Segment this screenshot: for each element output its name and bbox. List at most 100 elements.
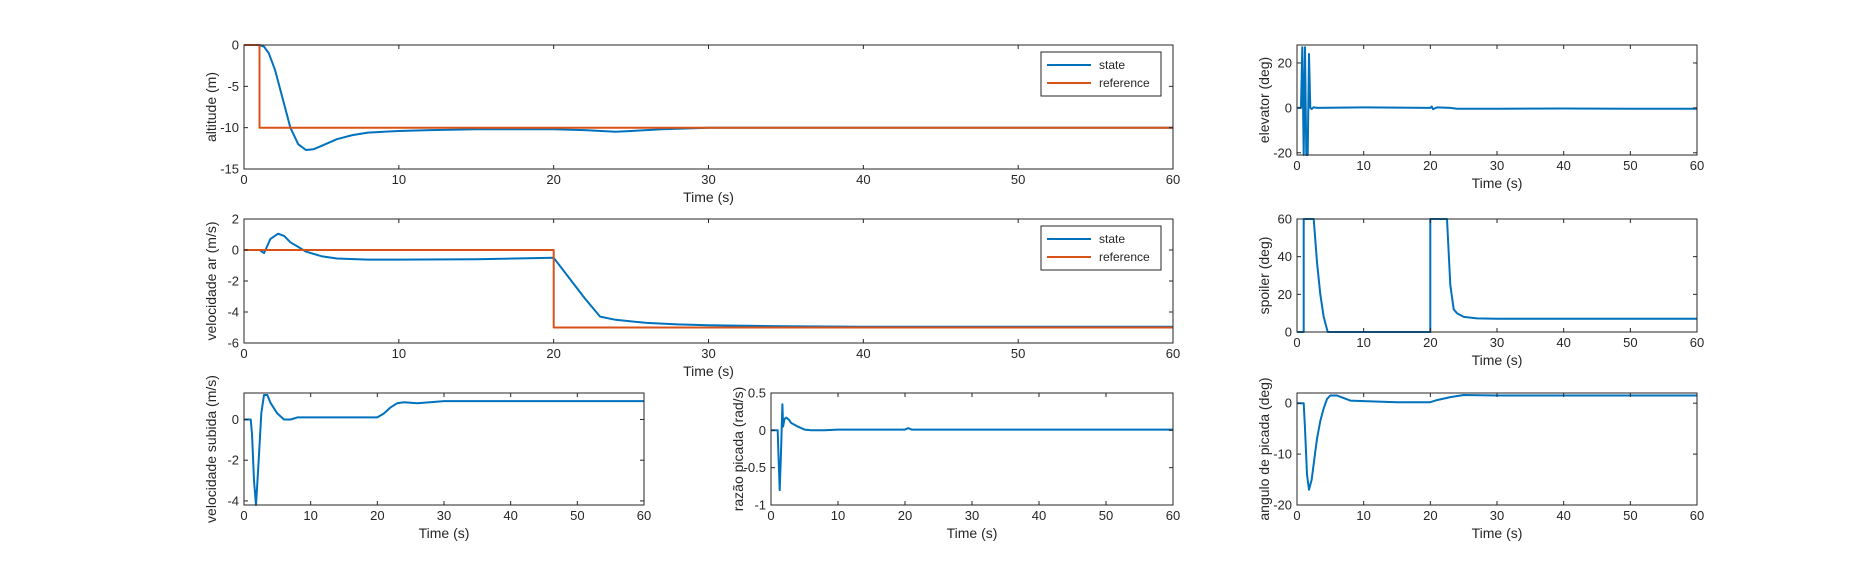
x-tick-label: 20: [370, 508, 384, 523]
series-group: [244, 394, 644, 506]
y-tick-label: 0: [1285, 325, 1292, 340]
x-tick-label: 10: [1356, 508, 1370, 523]
chart-pitchrate: 0 10 20 30 40 50 60 -1 -0.5 0 0.5 Time (s) razão pic…: [730, 386, 1180, 542]
legend-label-state: state: [1099, 232, 1125, 246]
x-axis-label: Time (s): [947, 525, 998, 541]
x-tick-label: 10: [831, 508, 845, 523]
x-tick-label: 50: [1623, 508, 1637, 523]
chart-climb: 0 10 20 30 40 50 60 -4 -2 0 Time (s) velocidade sub…: [203, 375, 651, 541]
plot-area: [1297, 45, 1697, 155]
y-axis-label: spoiler (deg): [1256, 237, 1272, 315]
x-tick-label: 20: [546, 346, 560, 361]
y-tick-label: 0: [1285, 100, 1292, 115]
x-tick-label: 0: [1293, 335, 1300, 350]
y-axis-label: razão picada (rad/s): [730, 387, 746, 512]
x-tick-label: 30: [1490, 508, 1504, 523]
y-tick-label: 0: [232, 243, 239, 258]
x-tick-label: 60: [1166, 172, 1180, 187]
chart-altitude: 0 10 20 30 40 50 60 -15 -10 -5 0 Time (s) altitude (…: [203, 38, 1180, 206]
x-tick-label: 10: [1356, 335, 1370, 350]
plot-area: [244, 393, 644, 505]
x-tick-label: 20: [1423, 158, 1437, 173]
x-tick-label: 0: [240, 172, 247, 187]
y-tick-label: -1: [754, 498, 766, 513]
x-tick-label: 20: [1423, 508, 1437, 523]
series-line-pitchrate: [771, 403, 1173, 492]
x-axis-label: Time (s): [1472, 525, 1523, 541]
x-tick-label: 10: [392, 346, 406, 361]
y-tick-label: -10: [1273, 447, 1292, 462]
x-tick-label: 50: [1623, 335, 1637, 350]
series-group: [771, 403, 1173, 492]
series-group: [1297, 46, 1697, 156]
plot-area: [244, 45, 1173, 169]
x-tick-label: 40: [856, 172, 870, 187]
y-tick-label: -10: [220, 120, 239, 135]
x-tick-label: 10: [392, 172, 406, 187]
legend-box: [1040, 225, 1162, 271]
series-group: [244, 232, 1173, 329]
y-tick-label: -20: [1273, 498, 1292, 513]
x-tick-label: 40: [1556, 158, 1570, 173]
legend-label-reference: reference: [1099, 76, 1150, 90]
series-group: [1297, 394, 1697, 491]
y-tick-label: -6: [227, 336, 239, 351]
x-tick-label: 20: [546, 172, 560, 187]
x-tick-label: 0: [767, 508, 774, 523]
x-tick-label: 40: [1556, 508, 1570, 523]
y-tick-label: -4: [227, 493, 239, 508]
series-line-state: [258, 232, 1173, 328]
y-axis-label: velocidade ar (m/s): [203, 221, 219, 340]
series-line-pitchangle: [1297, 394, 1697, 491]
series-line-elevator: [1297, 46, 1697, 156]
x-tick-label: 0: [1293, 158, 1300, 173]
y-axis-label: velocidade subida (m/s): [203, 375, 219, 523]
x-tick-label: 60: [1690, 508, 1704, 523]
x-tick-label: 50: [1011, 346, 1025, 361]
plot-area: [1297, 219, 1697, 332]
x-axis-label: Time (s): [683, 363, 734, 379]
x-tick-label: 20: [898, 508, 912, 523]
y-tick-label: 0: [1285, 396, 1292, 411]
legend: state reference: [1040, 225, 1162, 271]
y-tick-label: 60: [1278, 212, 1292, 227]
x-tick-label: 60: [1690, 158, 1704, 173]
x-tick-label: 30: [965, 508, 979, 523]
x-tick-label: 0: [240, 508, 247, 523]
x-tick-label: 60: [1166, 346, 1180, 361]
legend: state reference: [1040, 51, 1162, 97]
y-tick-label: -4: [227, 305, 239, 320]
y-tick-label: 20: [1278, 287, 1292, 302]
x-tick-label: 60: [1166, 508, 1180, 523]
x-axis-label: Time (s): [683, 189, 734, 205]
chart-airspeed: 0 10 20 30 40 50 60 -6 -4 -2 0 2 Time (s) velocidade …: [203, 212, 1180, 380]
y-tick-label: 0: [232, 412, 239, 427]
y-axis-label: elevator (deg): [1256, 57, 1272, 143]
x-tick-label: 10: [1356, 158, 1370, 173]
x-tick-label: 50: [1099, 508, 1113, 523]
x-tick-label: 30: [1490, 335, 1504, 350]
y-tick-label: 2: [232, 212, 239, 227]
plot-area: [771, 393, 1173, 505]
y-tick-label: -2: [227, 453, 239, 468]
x-axis-label: Time (s): [1472, 352, 1523, 368]
legend-label-state: state: [1099, 58, 1125, 72]
x-tick-label: 0: [240, 346, 247, 361]
y-tick-label: 40: [1278, 249, 1292, 264]
x-axis-label: Time (s): [1472, 175, 1523, 191]
y-tick-label: -5: [227, 79, 239, 94]
x-tick-label: 40: [503, 508, 517, 523]
x-tick-label: 50: [1623, 158, 1637, 173]
x-tick-label: 30: [701, 172, 715, 187]
x-tick-label: 60: [637, 508, 651, 523]
plot-area: [244, 219, 1173, 343]
series-line-state: [244, 44, 1173, 151]
y-tick-label: 20: [1278, 55, 1292, 70]
x-tick-label: 50: [1011, 172, 1025, 187]
x-tick-label: 30: [1490, 158, 1504, 173]
series-line-reference: [244, 249, 1173, 329]
y-tick-label: -2: [227, 274, 239, 289]
x-tick-label: 60: [1690, 335, 1704, 350]
